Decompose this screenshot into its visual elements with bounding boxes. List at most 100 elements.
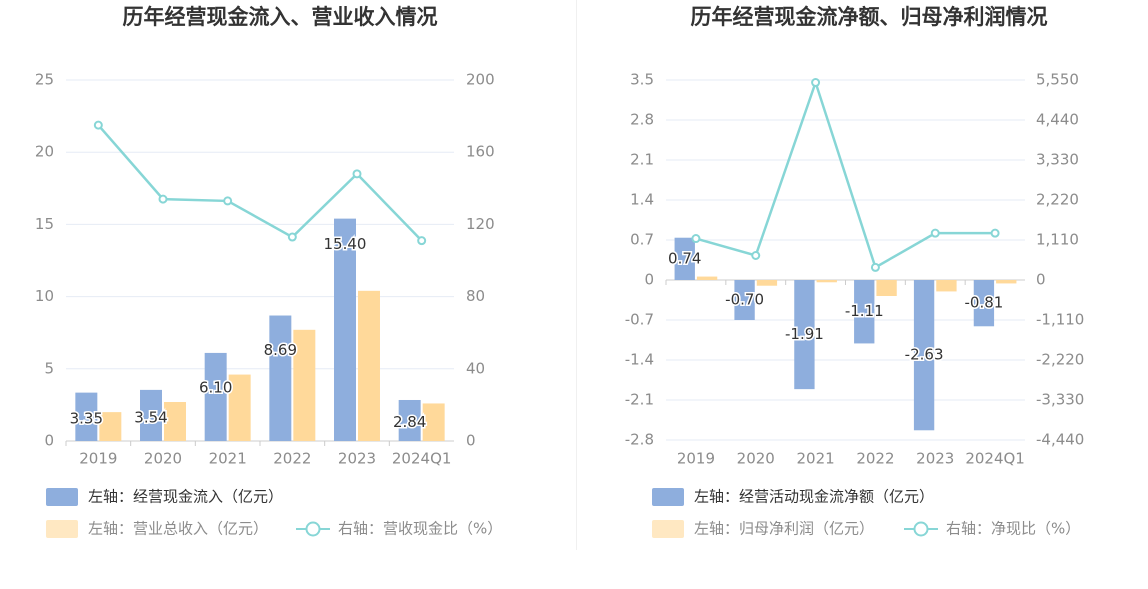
legend-label: 左轴：归母净利润（亿元） <box>694 520 874 538</box>
y-tick-label-right: -3,330 <box>1036 391 1084 409</box>
data-label: 3.54 <box>134 408 167 426</box>
legend-swatch <box>46 488 78 506</box>
bar-primary <box>973 280 995 327</box>
bar-secondary <box>228 374 251 441</box>
data-label: 6.10 <box>199 378 232 396</box>
bar-secondary <box>996 280 1017 284</box>
legend-label: 右轴：营收现金比（%） <box>338 520 502 538</box>
y-tick-label-right: -2,220 <box>1036 351 1084 369</box>
data-label: -1.11 <box>845 302 884 320</box>
legend-marker <box>913 521 929 537</box>
line-point <box>223 196 233 206</box>
bar-primary <box>204 352 227 441</box>
y-tick-label-right: 40 <box>466 359 485 377</box>
y-tick-label-left: 1.4 <box>630 191 654 209</box>
y-tick-label-right: 2,220 <box>1036 191 1079 209</box>
bar-primary <box>794 280 815 390</box>
bar-secondary <box>876 280 897 296</box>
data-label: 15.40 <box>324 235 367 253</box>
y-tick-label-right: -4,440 <box>1036 431 1084 449</box>
bar-secondary <box>696 276 718 280</box>
x-tick-label: 2023 <box>338 450 376 468</box>
data-label: -0.70 <box>725 291 764 309</box>
y-tick-label-right: 0 <box>466 432 476 450</box>
y-tick-label-left: 2.1 <box>630 151 654 169</box>
line-point <box>158 194 168 204</box>
y-tick-label-left: 2.8 <box>630 111 654 129</box>
bar-primary <box>398 399 421 441</box>
data-label: 8.69 <box>264 341 297 359</box>
y-tick-label-right: 4,440 <box>1036 111 1079 129</box>
data-label: -0.81 <box>965 294 1004 312</box>
bar-primary <box>75 392 98 441</box>
legend-swatch <box>652 520 684 538</box>
bar-secondary <box>816 280 837 283</box>
y-tick-label-right: -1,110 <box>1036 311 1084 329</box>
y-tick-label-left: 0 <box>44 432 54 450</box>
bar-secondary <box>293 329 316 441</box>
bar-primary <box>140 389 162 441</box>
line-point <box>870 262 880 272</box>
y-tick-label-right: 0 <box>1036 271 1046 289</box>
bar-primary <box>854 280 875 344</box>
data-label: -1.91 <box>785 325 824 343</box>
data-label: 2.84 <box>393 413 426 431</box>
y-tick-label-left: 3.5 <box>630 71 654 89</box>
x-tick-label: 2024Q1 <box>965 450 1025 468</box>
y-tick-label-left: 5 <box>44 359 54 377</box>
y-tick-label-left: 15 <box>35 215 54 233</box>
legend-label: 左轴：营业总收入（亿元） <box>88 520 268 538</box>
x-tick-label: 2024Q1 <box>392 450 452 468</box>
x-tick-label: 2023 <box>916 450 954 468</box>
y-tick-label-left: -0.7 <box>625 311 654 329</box>
y-tick-label-right: 120 <box>466 215 495 233</box>
y-tick-label-right: 1,110 <box>1036 231 1079 249</box>
bar-secondary <box>756 280 778 286</box>
panel-divider <box>576 0 577 550</box>
data-label: 3.35 <box>70 410 103 428</box>
bar-secondary <box>99 412 122 441</box>
line-point <box>417 236 427 246</box>
y-tick-label-left: -1.4 <box>625 351 654 369</box>
y-tick-label-left: -2.1 <box>625 391 654 409</box>
data-label: 0.74 <box>668 249 701 267</box>
bar-secondary <box>358 290 380 441</box>
line-point <box>691 234 701 244</box>
x-tick-label: 2021 <box>796 450 834 468</box>
bar-primary <box>734 280 755 320</box>
bar-secondary <box>936 280 957 292</box>
bar-secondary <box>422 403 445 441</box>
line-point <box>352 169 362 179</box>
bar-secondary <box>164 402 186 441</box>
y-tick-label-right: 200 <box>466 71 495 89</box>
line-point <box>751 250 761 260</box>
y-tick-label-left: 10 <box>35 287 54 305</box>
x-tick-label: 2020 <box>737 450 775 468</box>
y-tick-label-left: 0 <box>644 271 654 289</box>
data-label: -2.63 <box>905 346 944 364</box>
line-point <box>811 78 821 88</box>
line-point <box>287 232 297 242</box>
y-tick-label-right: 3,330 <box>1036 151 1079 169</box>
bar-primary <box>269 315 292 441</box>
legend-marker <box>305 521 321 537</box>
y-tick-label-left: 25 <box>35 71 54 89</box>
legend-swatch <box>652 488 684 506</box>
y-tick-label-right: 160 <box>466 143 495 161</box>
bar-primary <box>674 237 695 280</box>
y-tick-label-left: 0.7 <box>630 231 654 249</box>
x-tick-label: 2022 <box>856 450 894 468</box>
x-tick-label: 2021 <box>209 450 247 468</box>
legend-label: 左轴：经营活动现金流净额（亿元） <box>694 488 934 506</box>
bar-primary <box>334 218 356 441</box>
x-tick-label: 2019 <box>677 450 715 468</box>
x-tick-label: 2020 <box>144 450 182 468</box>
y-tick-label-right: 5,550 <box>1036 71 1079 89</box>
y-tick-label-left: -2.8 <box>625 431 654 449</box>
bar-primary <box>913 280 935 431</box>
y-tick-label-left: 20 <box>35 143 54 161</box>
line-point <box>930 228 940 238</box>
x-tick-label: 2022 <box>273 450 311 468</box>
chart-title: 历年经营现金流入、营业收入情况 <box>123 5 438 29</box>
